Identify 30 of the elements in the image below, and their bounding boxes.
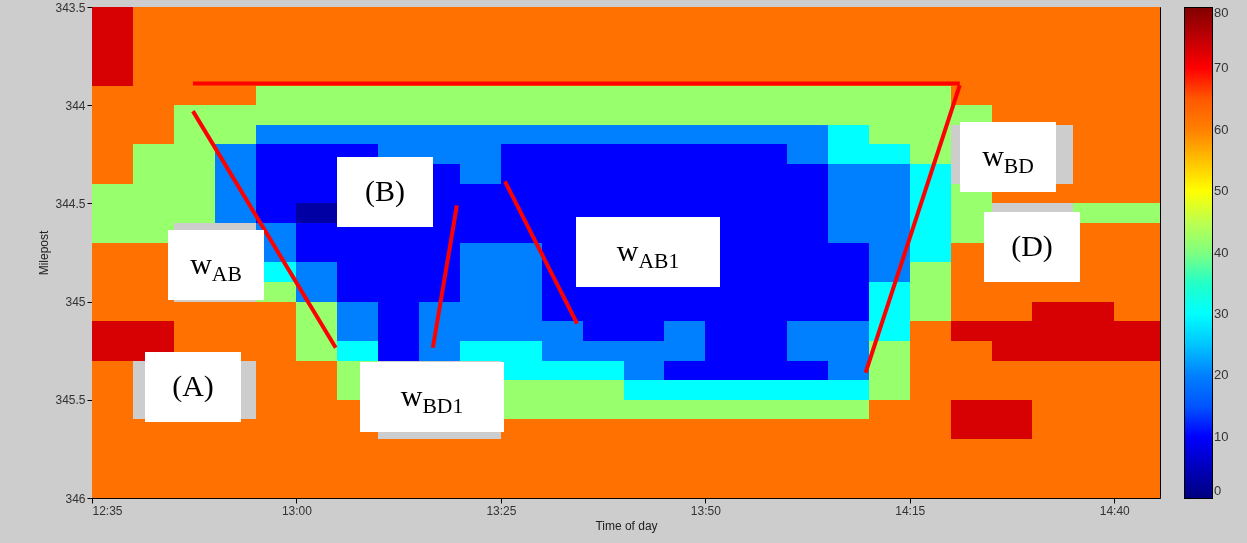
annotation: (B) [365,174,405,208]
x-tick-label: 12:35 [92,503,123,518]
color-bar-label: 80 [1214,5,1229,20]
y-tick-label: 344.5 [55,196,86,211]
y-tick-label: 343.5 [55,0,86,15]
color-bar-label: 30 [1214,305,1229,321]
annotation: w$_{AB1}$ [616,234,680,273]
color-bar-label: 0 [1214,483,1222,498]
color-bar-label: 60 [1214,121,1229,137]
annotation: (D) [1011,229,1053,263]
x-tick-label: 14:40 [1099,503,1131,518]
color-bar-label: 50 [1214,183,1229,199]
x-tick-label: 13:50 [690,503,722,518]
color-bar-label: 40 [1214,244,1229,260]
x-tick-label: 13:25 [486,503,517,518]
annotation: (A) [172,369,214,403]
color-bar-label: 70 [1214,60,1229,76]
annotation: w$_{BD1}$ [400,379,464,418]
y-tick-label: 346 [65,491,86,506]
annotation: w$_{AB}$ [190,247,242,286]
color-bar-label: 10 [1214,428,1229,444]
x-tick-label: 13:00 [281,503,313,518]
y-tick-label: 345 [65,295,86,310]
color-bar-label: 20 [1214,367,1229,383]
y-tick-label: 345.5 [55,393,86,408]
x-tick-label: 14:15 [895,503,926,518]
y-tick-label: 344 [65,98,86,113]
y-axis-title: Milepost [37,229,52,276]
x-axis-title: Time of day [595,518,658,533]
annotation: w$_{BD}$ [982,139,1034,178]
